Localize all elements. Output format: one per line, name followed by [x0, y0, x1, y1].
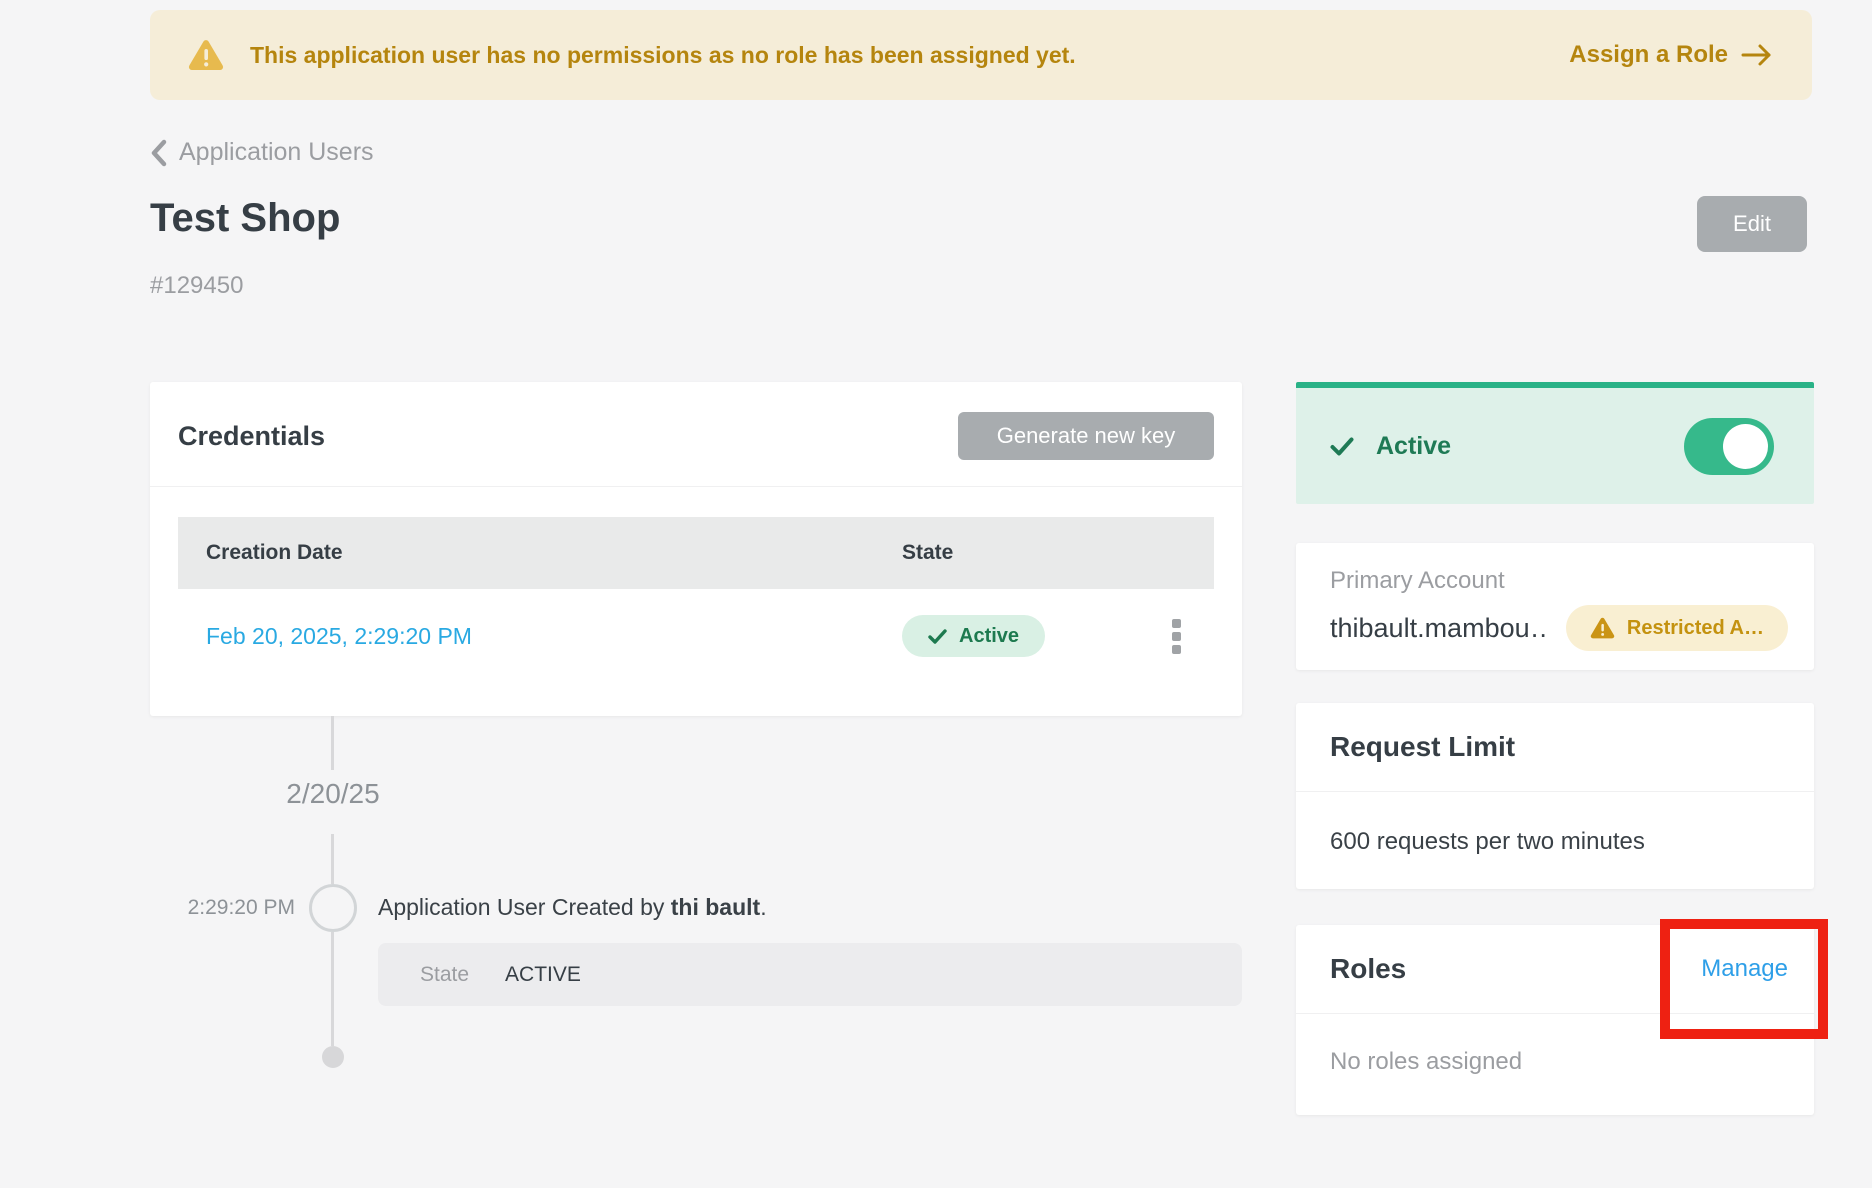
- timeline-date: 2/20/25: [286, 778, 380, 809]
- request-limit-card: Request Limit 600 requests per two minut…: [1296, 703, 1814, 889]
- primary-account-label: Primary Account: [1330, 567, 1505, 594]
- restricted-access-badge: Restricted A…: [1565, 605, 1788, 651]
- creation-date-link[interactable]: Feb 20, 2025, 2:29:20 PM: [206, 622, 472, 649]
- generate-new-key-button[interactable]: Generate new key: [958, 412, 1214, 460]
- status-badge: Active: [902, 615, 1046, 657]
- assign-role-label: Assign a Role: [1569, 41, 1728, 68]
- active-status-label: Active: [1376, 431, 1452, 460]
- credentials-table: Creation Date State Feb 20, 2025, 2:29:2…: [178, 517, 1214, 683]
- primary-account-value: thibault.mambou…: [1330, 612, 1548, 643]
- request-limit-title: Request Limit: [1296, 703, 1814, 792]
- edit-button[interactable]: Edit: [1697, 196, 1807, 252]
- row-actions-menu[interactable]: [1172, 618, 1182, 654]
- no-permissions-banner: This application user has no permissions…: [150, 10, 1812, 100]
- timeline-line-segment: [331, 932, 334, 1046]
- check-icon: [928, 628, 947, 644]
- assign-role-link[interactable]: Assign a Role: [1569, 41, 1774, 69]
- warning-triangle-icon: [188, 39, 224, 71]
- timeline-event-actor: thi bault: [670, 894, 761, 920]
- status-badge-label: Active: [959, 624, 1020, 647]
- timeline-event-detail: State ACTIVE: [378, 943, 1242, 1006]
- roles-card: Roles Manage No roles assigned: [1296, 925, 1814, 1115]
- active-status-card: Active: [1296, 382, 1814, 504]
- check-icon: [1330, 437, 1354, 455]
- timeline-line-segment: [331, 716, 334, 770]
- user-id: #129450: [150, 272, 244, 299]
- column-header-creation-date: Creation Date: [206, 541, 343, 564]
- credentials-title: Credentials: [178, 420, 326, 451]
- manage-roles-link[interactable]: Manage: [1701, 955, 1788, 982]
- active-toggle[interactable]: [1684, 417, 1774, 475]
- table-row: Feb 20, 2025, 2:29:20 PM Active: [178, 589, 1214, 683]
- timeline-line-segment: [331, 834, 334, 884]
- back-to-application-users[interactable]: Application Users: [150, 138, 374, 167]
- timeline-event-time: 2:29:20 PM: [187, 896, 295, 919]
- chevron-left-icon: [151, 139, 167, 166]
- timeline-event-title: Application User Created by thi bault.: [378, 894, 767, 920]
- timeline-event-marker: [309, 884, 357, 932]
- back-link-label: Application Users: [179, 138, 374, 166]
- restricted-badge-label: Restricted A…: [1626, 616, 1764, 639]
- warning-triangle-icon: [1590, 617, 1615, 639]
- timeline-end-dot: [322, 1046, 344, 1068]
- roles-empty-text: No roles assigned: [1330, 1048, 1523, 1075]
- primary-account-card: Primary Account thibault.mambou… Restric…: [1296, 543, 1814, 670]
- roles-title: Roles: [1330, 953, 1407, 984]
- request-limit-value: 600 requests per two minutes: [1330, 828, 1645, 855]
- credentials-table-header: Creation Date State: [178, 517, 1214, 589]
- credentials-card: Credentials Generate new key Creation Da…: [150, 382, 1242, 716]
- detail-label: State: [420, 962, 470, 986]
- banner-message: This application user has no permissions…: [250, 41, 1076, 68]
- page-title: Test Shop: [150, 196, 341, 240]
- detail-value: ACTIVE: [505, 962, 581, 986]
- toggle-knob: [1723, 423, 1768, 469]
- column-header-state: State: [902, 541, 954, 564]
- arrow-right-icon: [1741, 44, 1771, 66]
